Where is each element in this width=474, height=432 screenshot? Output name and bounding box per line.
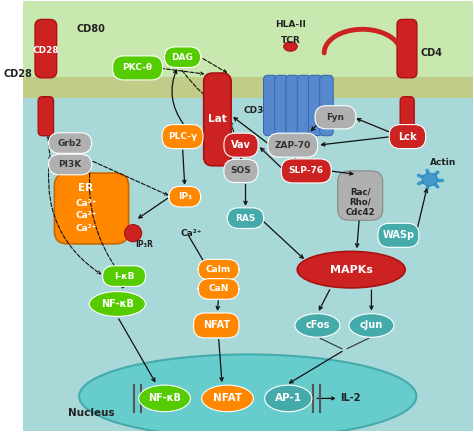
Text: RAS: RAS [235,214,255,222]
FancyBboxPatch shape [23,76,473,98]
FancyBboxPatch shape [315,106,356,129]
Text: NF-κB: NF-κB [148,394,181,403]
Text: CD80: CD80 [77,24,106,34]
Text: PLC-γ: PLC-γ [168,132,197,141]
Text: Cdc42: Cdc42 [346,208,375,217]
Text: CD4: CD4 [421,48,443,58]
Text: IP₃: IP₃ [178,192,192,201]
Ellipse shape [295,314,340,337]
FancyBboxPatch shape [224,159,258,183]
Text: Lck: Lck [398,132,417,142]
FancyBboxPatch shape [337,171,383,220]
Text: IP₃R: IP₃R [136,240,153,248]
Ellipse shape [201,385,254,412]
Text: SOS: SOS [231,166,251,175]
FancyBboxPatch shape [198,259,239,280]
FancyBboxPatch shape [164,47,201,67]
FancyBboxPatch shape [320,75,333,136]
FancyBboxPatch shape [378,223,419,248]
Text: HLA-II: HLA-II [275,20,306,29]
FancyBboxPatch shape [169,186,201,207]
Ellipse shape [125,225,142,242]
FancyBboxPatch shape [38,97,54,136]
Ellipse shape [422,173,438,186]
Text: CD28: CD28 [3,70,32,79]
FancyBboxPatch shape [162,124,203,149]
Ellipse shape [139,385,191,412]
FancyBboxPatch shape [204,73,231,166]
Text: ER: ER [78,183,93,193]
Text: PI3K: PI3K [58,160,82,169]
Text: I-κB: I-κB [114,272,134,281]
Text: MAPKs: MAPKs [330,265,373,275]
Ellipse shape [349,314,394,337]
FancyBboxPatch shape [389,124,426,149]
Text: Rho/: Rho/ [349,198,371,207]
FancyBboxPatch shape [297,75,311,136]
FancyBboxPatch shape [102,266,146,286]
Text: SLP-76: SLP-76 [289,166,324,175]
FancyBboxPatch shape [48,133,92,153]
FancyBboxPatch shape [224,133,258,157]
Text: Calm: Calm [206,265,231,274]
Text: CaN: CaN [209,284,229,293]
Text: cJun: cJun [360,321,383,330]
FancyBboxPatch shape [228,208,264,229]
Text: Ca²⁺: Ca²⁺ [180,229,201,238]
Text: Vav: Vav [231,140,251,150]
Ellipse shape [89,292,146,316]
Ellipse shape [79,354,416,432]
FancyBboxPatch shape [268,133,318,157]
FancyBboxPatch shape [275,75,288,136]
FancyBboxPatch shape [23,1,473,76]
FancyBboxPatch shape [198,279,239,299]
Text: Nucleus: Nucleus [68,408,115,419]
Text: NFAT: NFAT [203,321,230,330]
Text: NF-κB: NF-κB [101,299,134,309]
FancyBboxPatch shape [264,75,277,136]
FancyBboxPatch shape [286,75,300,136]
FancyBboxPatch shape [113,56,163,80]
Text: PKC-θ: PKC-θ [123,64,153,73]
Ellipse shape [264,385,312,412]
Text: DAG: DAG [172,53,193,62]
FancyBboxPatch shape [55,173,128,244]
Text: CD28: CD28 [33,46,59,55]
Text: Ca²⁺: Ca²⁺ [75,212,97,220]
FancyBboxPatch shape [193,313,239,338]
Ellipse shape [284,42,297,51]
Text: Lat: Lat [208,114,227,124]
Text: CD3: CD3 [243,106,264,115]
FancyBboxPatch shape [48,154,92,175]
FancyBboxPatch shape [309,75,322,136]
FancyBboxPatch shape [23,98,473,431]
Text: AP-1: AP-1 [275,394,302,403]
Text: Grb2: Grb2 [58,139,82,148]
Text: ZAP-70: ZAP-70 [274,141,311,149]
Text: Ca²⁺: Ca²⁺ [75,224,97,233]
Text: IL-2: IL-2 [340,394,360,403]
FancyBboxPatch shape [397,19,417,78]
Text: Rac/: Rac/ [350,188,371,197]
Text: cFos: cFos [305,321,329,330]
FancyBboxPatch shape [35,19,57,78]
Text: WASp: WASp [383,230,414,240]
Ellipse shape [297,251,405,288]
Text: Fyn: Fyn [327,113,345,122]
Text: TCR: TCR [281,35,301,44]
FancyBboxPatch shape [281,159,331,183]
FancyBboxPatch shape [400,97,414,138]
Text: Actin: Actin [430,158,456,167]
Text: NFAT: NFAT [213,394,242,403]
Text: Ca²⁺: Ca²⁺ [75,199,97,208]
